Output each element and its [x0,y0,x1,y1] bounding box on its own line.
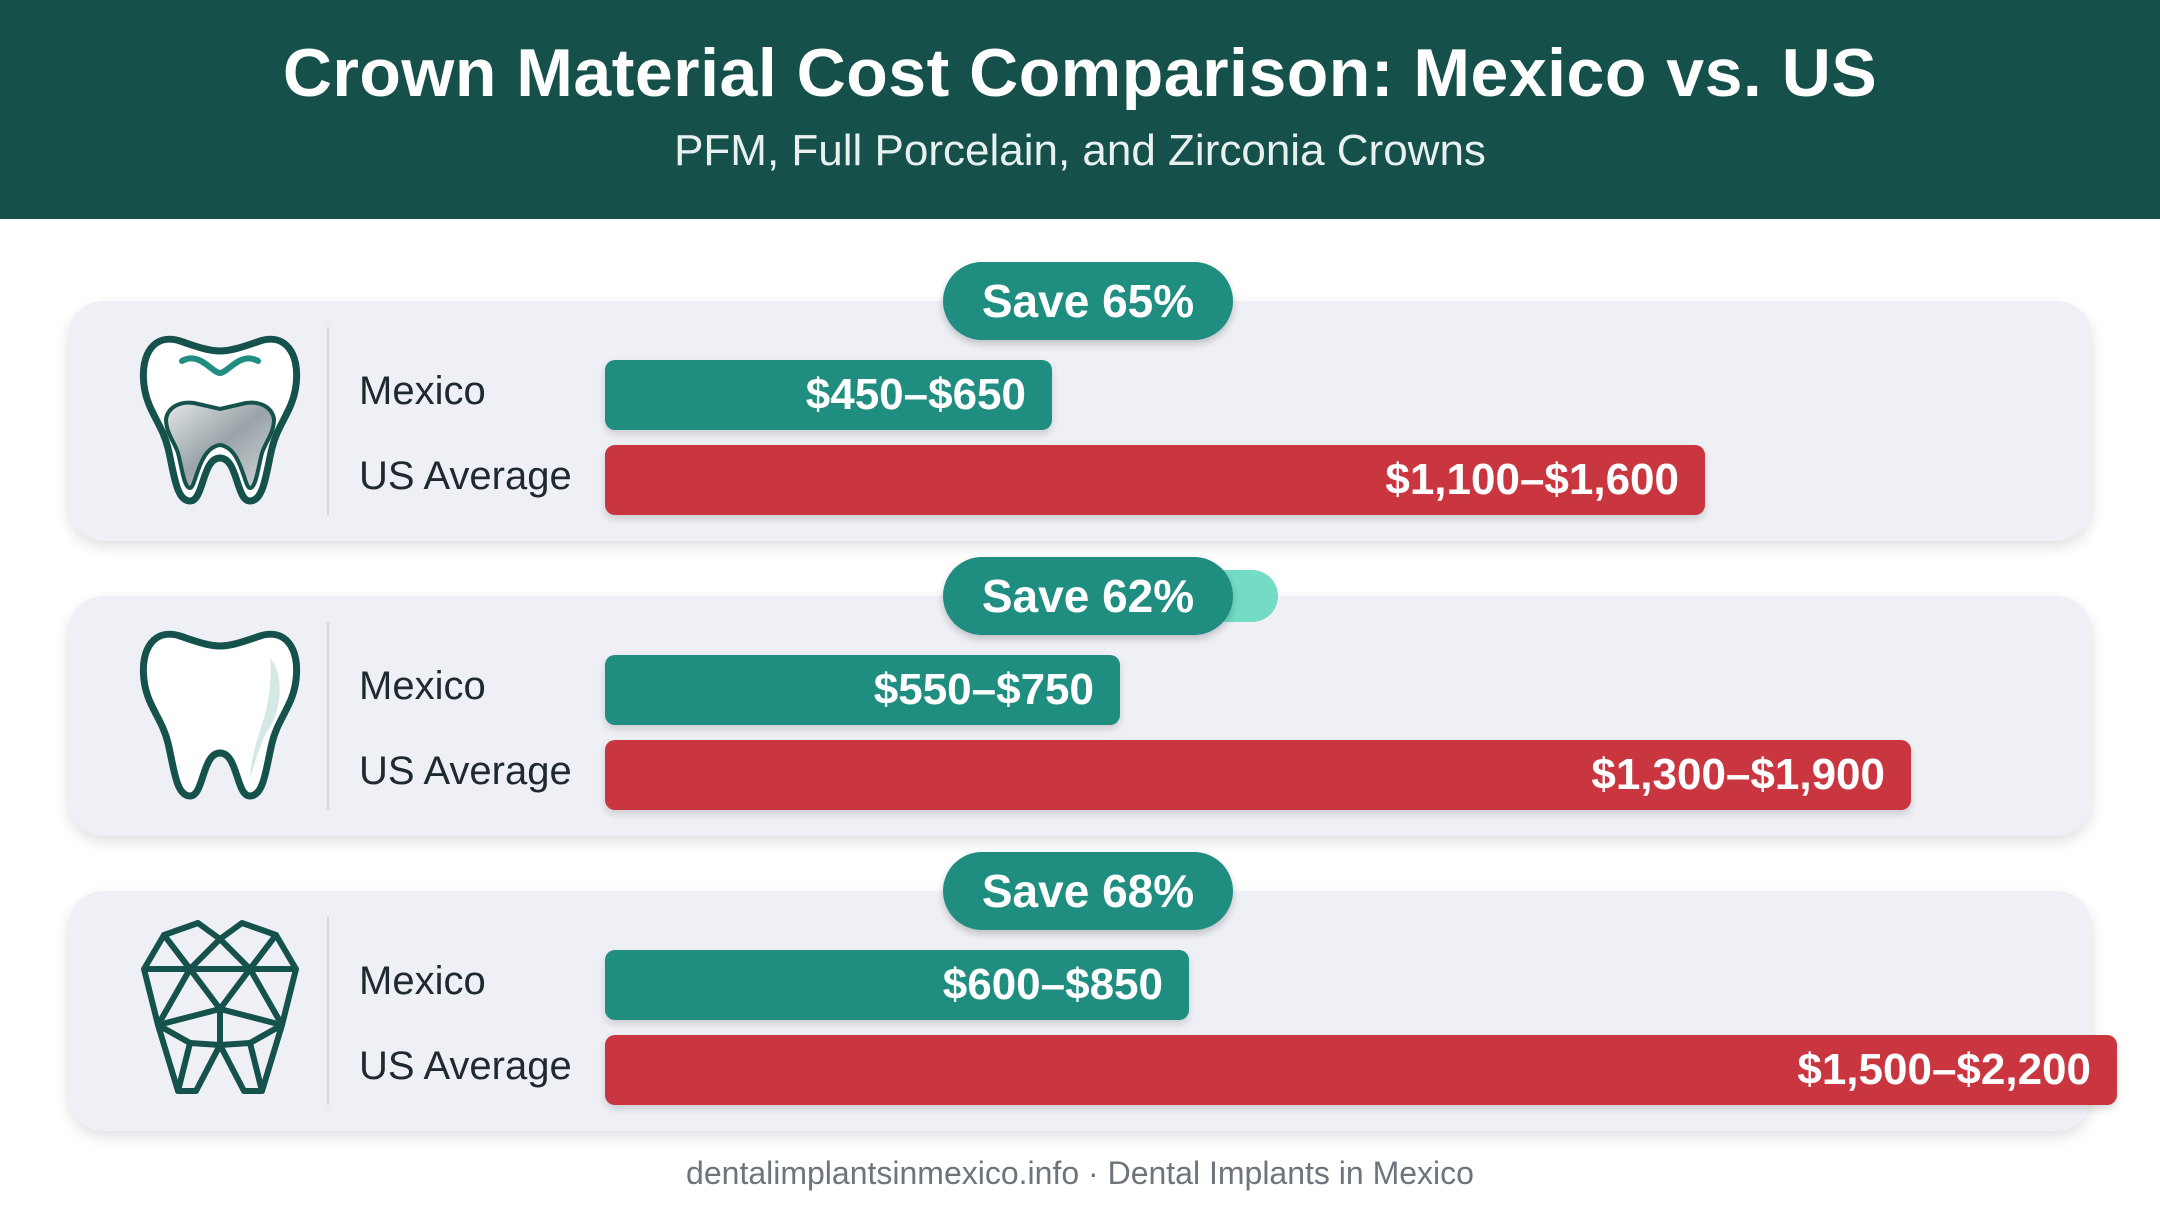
bar-mexico-pfm: $450–$650 [605,360,1052,430]
savings-badge-3: Save 68% [943,852,1233,930]
bar-us-zirconia: $1,500–$2,200 [605,1035,2117,1105]
bar-mexico-zirconia: $600–$850 [605,950,1189,1020]
bar-value: $1,100–$1,600 [1385,455,1679,504]
bar-us-porcelain: $1,300–$1,900 [605,740,1911,810]
bar-value: $1,300–$1,900 [1591,750,1885,799]
card-divider [327,327,329,515]
crown-card-zirconia: Mexico US Average $600–$850 $1,500–$2,20… [68,891,2117,1131]
savings-badge-2: Save 62% [943,557,1233,635]
row-label-mexico: Mexico [359,369,486,413]
crown-card-porcelain: Mexico US Average $550–$750 $1,300–$1,90… [68,596,2092,836]
row-label-mexico: Mexico [359,664,486,708]
header-banner: Crown Material Cost Comparison: Mexico v… [0,0,2160,219]
zirconia-tooth-icon [141,920,299,1094]
bar-value: $450–$650 [805,370,1026,419]
bar-mexico-porcelain: $550–$750 [605,655,1120,725]
row-label-us: US Average [359,454,572,498]
bar-value: $600–$850 [942,960,1163,1009]
row-label-mexico: Mexico [359,959,486,1003]
bar-value: $1,500–$2,200 [1797,1045,2091,1094]
footer-credit: dentalimplantsinmexico.info · Dental Imp… [686,1155,1474,1191]
row-label-us: US Average [359,1044,572,1088]
savings-badge-1: Save 65% [943,262,1233,340]
porcelain-tooth-icon [139,630,301,800]
chart-title: Crown Material Cost Comparison: Mexico v… [282,35,1878,111]
row-label-us: US Average [359,749,572,793]
crown-card-pfm: Mexico US Average $450–$650 $1,100–$1,60… [68,301,2092,541]
card-divider [327,917,329,1105]
card-divider [327,622,329,810]
bar-value: $550–$750 [873,665,1094,714]
pfm-tooth-icon [139,335,301,505]
bar-us-pfm: $1,100–$1,600 [605,445,1705,515]
chart-subtitle: PFM, Full Porcelain, and Zirconia Crowns [674,126,1486,175]
